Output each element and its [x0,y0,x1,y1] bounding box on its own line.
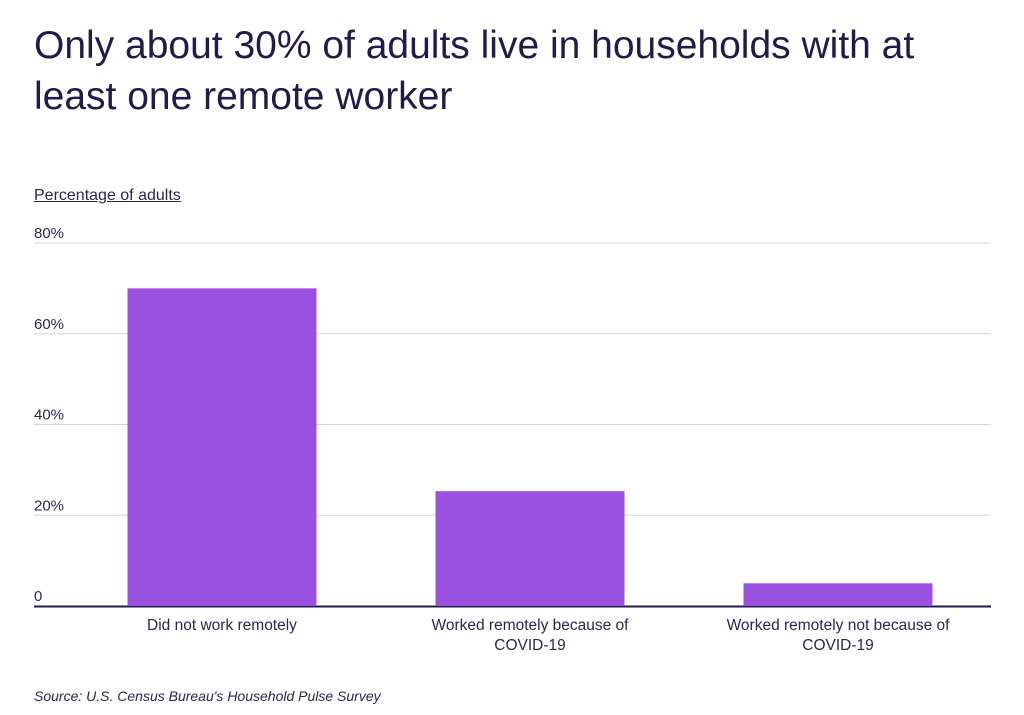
y-axis-label: Percentage of adults [34,187,181,204]
bars [127,288,933,606]
x-category-label: COVID-19 [494,637,566,654]
y-tick-label: 20% [34,497,64,514]
y-tick-label: 80% [34,225,64,242]
chart-title: Only about 30% of adults live in househo… [34,24,915,118]
x-category-label: Did not work remotely [147,617,297,634]
bar [743,583,933,606]
labels: 0 20% 40% 60% 80% Did not work remotely Worked… [34,225,950,654]
y-tick-label: 0 [34,588,42,605]
x-category-label: Worked remotely because of [431,617,629,634]
bar [435,491,625,606]
source-note: Source: U.S. Census Bureau's Household P… [34,688,381,704]
x-category-label: COVID-19 [802,637,874,654]
x-category-label: Worked remotely not because of [727,617,951,634]
y-tick-label: 40% [34,407,64,424]
y-tick-label: 60% [34,316,64,333]
bar [127,288,317,606]
